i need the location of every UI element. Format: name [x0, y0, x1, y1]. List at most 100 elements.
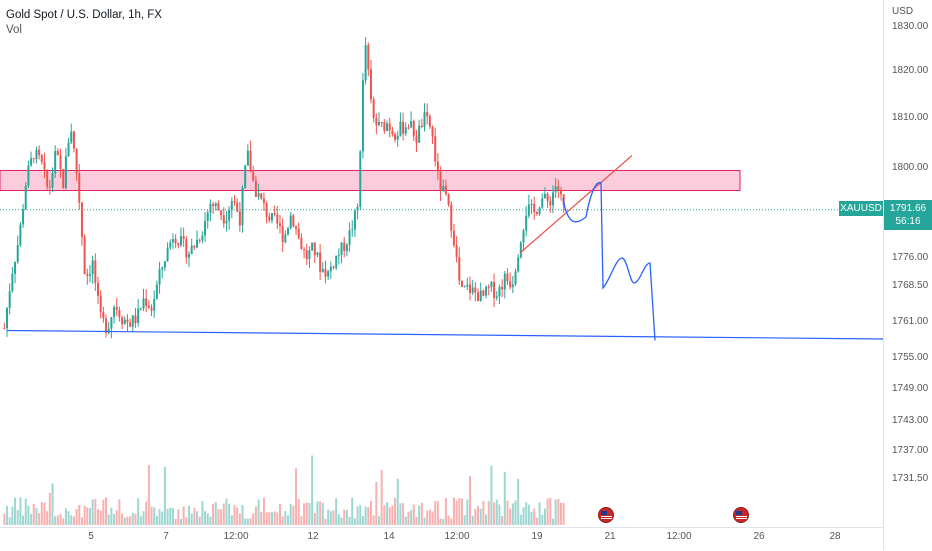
candle-body	[503, 273, 506, 290]
volume-bar	[270, 512, 273, 525]
candle-body	[311, 242, 314, 251]
candle-body	[155, 284, 158, 299]
volume-bar	[169, 507, 172, 525]
candle-body	[450, 204, 453, 231]
volume-bar	[246, 518, 249, 525]
volume-bar	[485, 514, 488, 525]
candle-body	[244, 165, 247, 188]
volume-bar	[468, 476, 471, 525]
price-axis[interactable]	[883, 0, 932, 550]
candle-body	[543, 193, 546, 199]
volume-bar	[388, 507, 391, 525]
volume-bar	[225, 498, 228, 525]
volume-bar	[43, 502, 46, 525]
candle-body	[458, 256, 461, 281]
candle-body	[361, 80, 364, 152]
volume-bar	[56, 515, 59, 525]
candle-body	[399, 121, 402, 136]
volume-bar	[519, 514, 522, 525]
candle-body	[343, 242, 346, 252]
candle-body	[490, 281, 493, 288]
bar-countdown: 56:16	[895, 216, 921, 227]
candle-body	[121, 317, 124, 325]
volume-bar	[249, 518, 252, 525]
volume-bar	[230, 515, 233, 525]
candle-body	[353, 210, 356, 230]
candle-body	[217, 203, 220, 211]
volume-bar	[97, 509, 100, 525]
candle-body	[369, 69, 372, 100]
price-tick: 1776.00	[892, 252, 929, 263]
candle-body	[115, 306, 118, 311]
volume-bar	[72, 516, 75, 525]
candle-body	[501, 286, 504, 290]
candle-body	[24, 185, 27, 210]
volume-bar	[80, 517, 83, 525]
volume-bar	[527, 504, 530, 525]
candle-body	[40, 155, 43, 163]
candle-body	[482, 290, 485, 296]
candle-body	[391, 130, 394, 135]
candle-body	[193, 245, 196, 248]
volume-bar	[209, 516, 212, 525]
volume-bar	[174, 518, 177, 525]
us-flag-icon[interactable]	[733, 507, 749, 523]
volume-bar	[88, 508, 91, 525]
volume-label[interactable]: Vol	[6, 24, 22, 36]
candle-body	[410, 121, 413, 128]
volume-bar	[276, 512, 279, 525]
volume-bar	[206, 513, 209, 525]
volume-bar	[75, 509, 78, 525]
volume-bar	[287, 515, 290, 525]
volume-bar	[150, 506, 153, 525]
volume-bar	[525, 502, 528, 525]
candle-body	[174, 239, 177, 244]
candle-body	[466, 284, 469, 287]
symbol-title[interactable]: Gold Spot / U.S. Dollar, 1h, FX	[6, 9, 162, 21]
candle-body	[292, 215, 295, 227]
volume-bar	[447, 515, 450, 525]
volume-bar	[40, 502, 43, 525]
volume-bar	[94, 498, 97, 525]
candle-body	[551, 192, 554, 206]
us-flag-icon[interactable]	[598, 507, 614, 523]
candle-body	[196, 239, 199, 248]
candle-body	[281, 226, 284, 243]
volume-bar	[493, 502, 496, 525]
volume-bar	[54, 516, 57, 525]
candle-body	[321, 268, 324, 272]
candle-body	[554, 186, 557, 193]
volume-bar	[16, 509, 19, 525]
candle-body	[327, 271, 330, 277]
volume-bar	[265, 512, 268, 525]
volume-bar	[340, 517, 343, 525]
candle-body	[442, 186, 445, 192]
price-tick: 1749.00	[892, 383, 929, 394]
volume-bar	[364, 506, 367, 525]
symbol-tag: XAUUSD	[839, 201, 883, 216]
candle-body	[487, 286, 490, 288]
volume-bar	[297, 498, 300, 525]
candle-body	[214, 203, 217, 207]
candle-body	[252, 171, 255, 181]
volume-bar	[329, 511, 332, 525]
candle-body	[129, 322, 132, 327]
volume-bar	[24, 498, 27, 525]
volume-bar	[153, 507, 156, 525]
time-axis[interactable]	[0, 527, 883, 551]
volume-bar	[428, 509, 431, 525]
volume-bar	[19, 497, 22, 525]
volume-bar	[289, 503, 292, 525]
candle-body	[468, 284, 471, 293]
volume-bar	[319, 501, 322, 525]
volume-bar	[351, 497, 354, 525]
candle-body	[72, 131, 75, 149]
candle-body	[386, 123, 389, 131]
candle-body	[158, 269, 161, 285]
candle-body	[335, 255, 338, 268]
volume-bar	[452, 497, 455, 525]
candle-body	[249, 150, 252, 172]
volume-bar	[514, 500, 517, 525]
volume-bar	[123, 517, 126, 525]
